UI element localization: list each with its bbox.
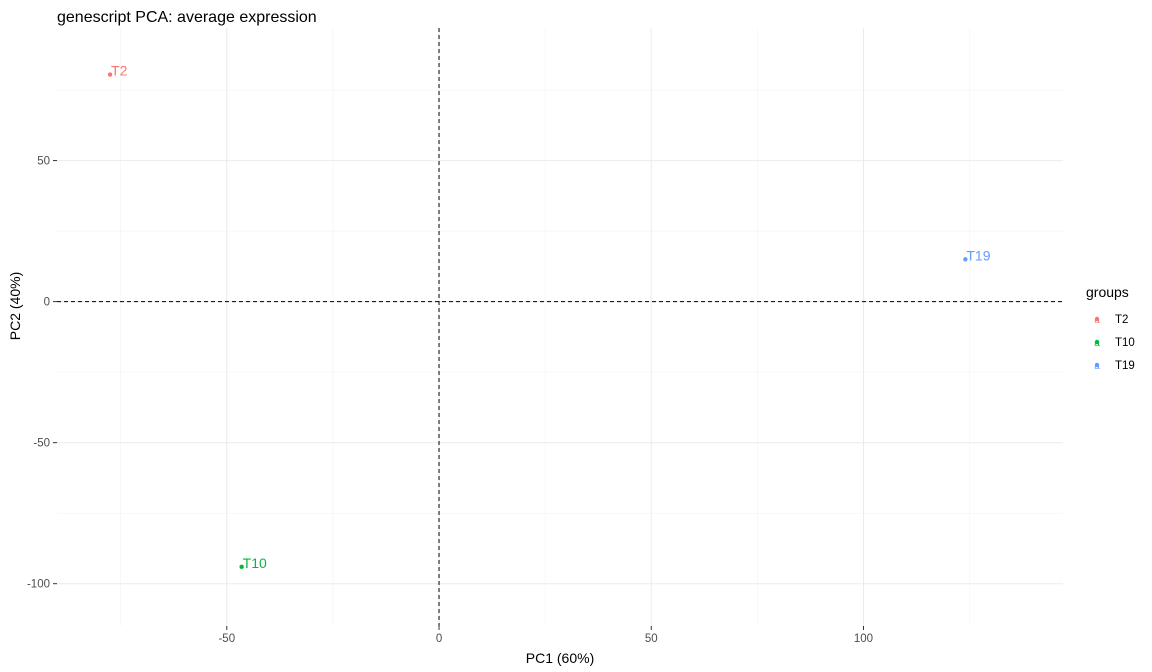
legend-items: a T2 a T10 a T19 bbox=[1094, 314, 1135, 372]
x-tick-label: 50 bbox=[645, 633, 658, 645]
point-label-t19: T19 bbox=[966, 247, 990, 263]
legend-key-point bbox=[1094, 362, 1100, 368]
point-label-t10: T10 bbox=[243, 555, 267, 571]
y-tick-label: 0 bbox=[44, 297, 50, 309]
x-tick-label: 100 bbox=[854, 633, 873, 645]
point-group-t10: T10 bbox=[239, 555, 267, 571]
data-point-t19 bbox=[963, 257, 968, 262]
legend-key-glyph: a bbox=[1094, 315, 1100, 326]
y-tick-label: 50 bbox=[37, 156, 50, 168]
legend-key-glyph: a bbox=[1094, 361, 1100, 372]
point-group-t2: T2 bbox=[107, 63, 128, 79]
legend-item-t2: a T2 bbox=[1094, 314, 1128, 326]
y-tick-label: -100 bbox=[27, 579, 50, 591]
legend-key-point bbox=[1094, 339, 1100, 345]
legend-label: T10 bbox=[1115, 337, 1135, 349]
chart-title: genescript PCA: average expression bbox=[57, 9, 317, 26]
point-label-t2: T2 bbox=[111, 63, 128, 79]
x-tick-label: -50 bbox=[218, 633, 235, 645]
legend-label: T19 bbox=[1115, 360, 1135, 372]
y-axis: -100 -50 0 50 bbox=[27, 156, 57, 591]
grid-lines bbox=[57, 28, 1063, 626]
x-axis-label: PC1 (60%) bbox=[526, 650, 594, 666]
data-point-t10 bbox=[239, 564, 244, 569]
y-axis-label: PC2 (40%) bbox=[7, 272, 23, 340]
x-tick-label: 0 bbox=[436, 633, 442, 645]
data-points: T2 T10 T19 bbox=[107, 63, 991, 571]
reference-lines bbox=[57, 28, 1063, 626]
legend-title: groups bbox=[1086, 284, 1129, 300]
legend-item-t10: a T10 bbox=[1094, 337, 1135, 349]
legend-key-point bbox=[1094, 316, 1100, 322]
data-point-t2 bbox=[107, 72, 113, 77]
point-group-t19: T19 bbox=[963, 247, 991, 263]
legend: groups a T2 a T10 a T19 bbox=[1086, 284, 1135, 372]
y-tick-label: -50 bbox=[33, 438, 50, 450]
legend-key-glyph: a bbox=[1094, 338, 1100, 349]
x-axis: -50 0 50 100 bbox=[218, 626, 873, 645]
legend-label: T2 bbox=[1115, 314, 1128, 326]
legend-item-t19: a T19 bbox=[1094, 360, 1135, 372]
